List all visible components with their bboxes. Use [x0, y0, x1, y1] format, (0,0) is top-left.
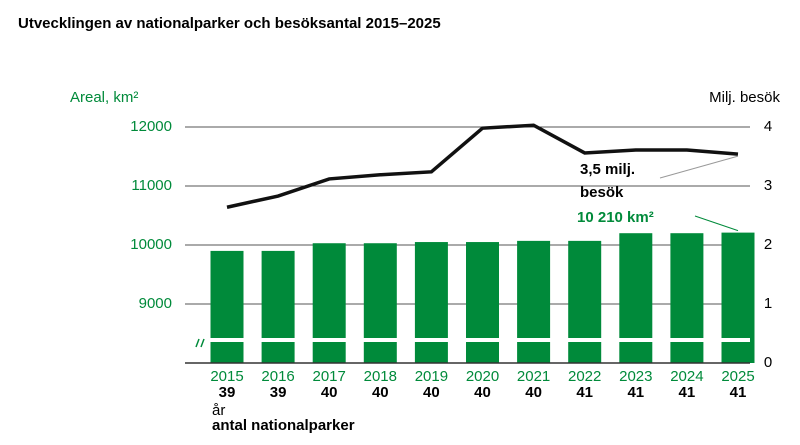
- count-label: 41: [576, 384, 593, 401]
- x-tick-label: 2021: [517, 368, 550, 385]
- y-axis-label: Areal, km²: [70, 89, 138, 106]
- count-label: 40: [525, 384, 542, 401]
- x-tick-label: 2016: [261, 368, 294, 385]
- y-tick-label: 9000: [139, 295, 172, 312]
- count-label: 40: [423, 384, 440, 401]
- annotation-leader: [659, 155, 739, 179]
- x-tick-label: 2015: [210, 368, 243, 385]
- bar: [517, 240, 551, 363]
- bar: [670, 233, 704, 363]
- count-label: 41: [679, 384, 696, 401]
- y2-tick-label: 2: [764, 236, 772, 253]
- count-label: 39: [270, 384, 287, 401]
- count-label: 41: [627, 384, 644, 401]
- annotation: 10 210 km²: [577, 209, 654, 226]
- y-tick-label: 12000: [130, 118, 172, 135]
- break-mark: [200, 338, 205, 348]
- bar: [312, 243, 346, 363]
- x-axis-label: år: [212, 402, 225, 419]
- x-tick-label: 2025: [721, 368, 754, 385]
- x-tick-label: 2023: [619, 368, 652, 385]
- annotation-leader: [694, 215, 739, 232]
- y2-axis-label: Milj. besök: [709, 89, 780, 106]
- x-tick-label: 2017: [313, 368, 346, 385]
- annotation: 3,5 milj.: [580, 161, 635, 178]
- break-mark: [195, 338, 200, 348]
- y2-tick-label: 3: [764, 177, 772, 194]
- x-tick-label: 2020: [466, 368, 499, 385]
- count-label: 40: [321, 384, 338, 401]
- annotation: besök: [580, 184, 624, 201]
- x-tick-label: 2024: [670, 368, 703, 385]
- bar: [619, 233, 653, 363]
- count-label: 40: [474, 384, 491, 401]
- counts-label: antal nationalparker: [212, 417, 355, 434]
- count-label: 39: [219, 384, 236, 401]
- y2-tick-label: 4: [764, 118, 772, 135]
- bar: [414, 242, 448, 363]
- y2-tick-label: 1: [764, 295, 772, 312]
- y-tick-label: 11000: [131, 177, 172, 194]
- x-tick-label: 2019: [415, 368, 448, 385]
- line: [226, 123, 739, 209]
- bar: [261, 250, 295, 363]
- bar: [568, 240, 602, 363]
- y2-tick-label: 0: [764, 354, 772, 371]
- bar: [210, 250, 244, 363]
- bar: [721, 232, 755, 363]
- x-tick-label: 2022: [568, 368, 601, 385]
- count-label: 41: [730, 384, 747, 401]
- bar: [363, 243, 397, 363]
- chart-title: Utvecklingen av nationalparker och besök…: [18, 15, 441, 32]
- bar: [466, 242, 499, 363]
- y-tick-label: 10000: [130, 236, 172, 253]
- axis-break: [195, 338, 750, 342]
- x-tick-label: 2018: [364, 368, 397, 385]
- count-label: 40: [372, 384, 389, 401]
